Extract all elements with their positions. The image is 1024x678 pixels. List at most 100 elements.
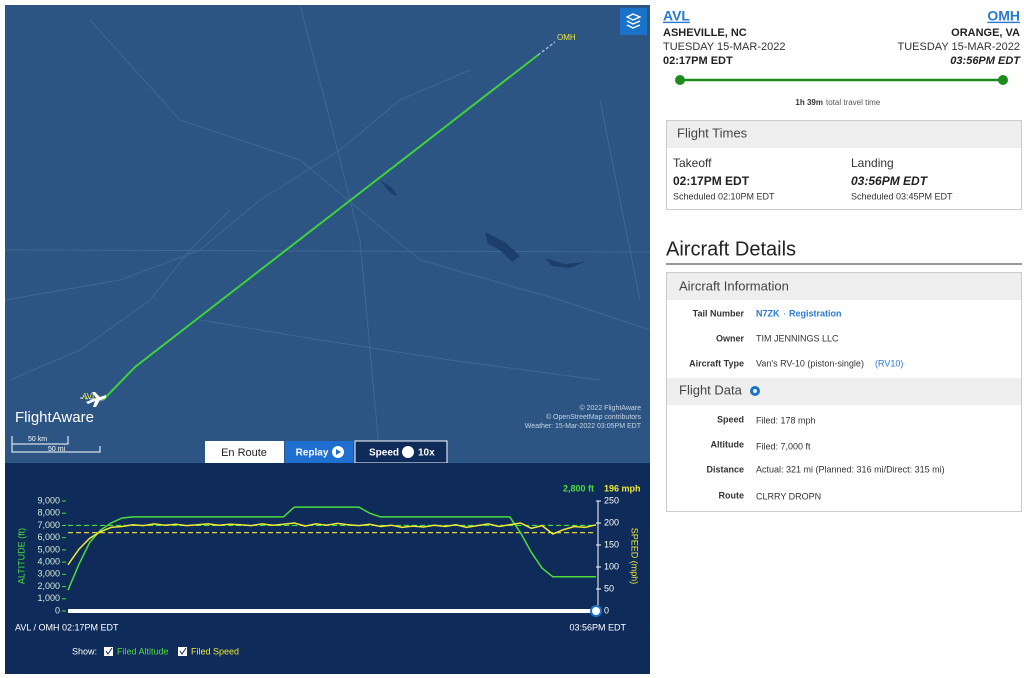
y-axis-title: ALTITUDE (ft) bbox=[16, 528, 26, 584]
map[interactable] bbox=[5, 5, 650, 463]
route: CLRRY DROPN bbox=[756, 491, 821, 501]
y2-axis-title: SPEED (mph) bbox=[630, 528, 640, 585]
tail-number[interactable]: N7ZK bbox=[756, 308, 780, 318]
y-tick-label: 2,000 bbox=[37, 581, 60, 591]
y2-tick-label: 200 bbox=[604, 517, 619, 527]
landing-time: 03:56PM EDT bbox=[851, 174, 929, 188]
current-altitude: 2,800 ft bbox=[563, 483, 594, 493]
y2-tick-label: 50 bbox=[604, 583, 614, 593]
check bbox=[105, 647, 113, 655]
flight-chart: 0 1,000 2,000 3,000 4,000 5,000 6,000 7,000 8,00… bbox=[37, 495, 619, 617]
distance: Actual: 321 mi (Planned: 316 mi/Direct: … bbox=[756, 464, 945, 474]
y-tick-label: 5,000 bbox=[37, 544, 60, 554]
section-title: Aircraft Information bbox=[679, 278, 789, 293]
registration-link[interactable]: Registration bbox=[789, 308, 842, 318]
duration-text: total travel time bbox=[826, 98, 881, 107]
landing-label: Landing bbox=[851, 156, 894, 170]
dest-map-label: OMH bbox=[557, 33, 576, 42]
lake bbox=[485, 232, 520, 262]
progress-dot bbox=[998, 75, 1008, 85]
tab-label: En Route bbox=[221, 447, 267, 459]
lake bbox=[380, 180, 398, 196]
section-title: Flight Data bbox=[679, 382, 743, 397]
row-label: Tail Number bbox=[693, 308, 745, 318]
chart-panel bbox=[5, 463, 650, 674]
altitude: Filed: 7,000 ft bbox=[756, 441, 811, 451]
origin-code[interactable]: AVL bbox=[663, 8, 690, 24]
attribution: © OpenStreetMap contributors bbox=[546, 413, 642, 421]
attribution: Weather: 15-Mar-2022 03:05PM EDT bbox=[525, 423, 642, 430]
remaining-path bbox=[537, 41, 556, 56]
end-label: 03:56PM EDT bbox=[569, 622, 626, 632]
row-label: Aircraft Type bbox=[689, 358, 744, 368]
row-label: Route bbox=[719, 490, 745, 500]
progress-end bbox=[590, 605, 602, 617]
y2-tick-label: 150 bbox=[604, 539, 619, 549]
tab-label: Speed bbox=[369, 448, 399, 459]
y-tick-label: 4,000 bbox=[37, 556, 60, 566]
lake bbox=[545, 258, 585, 268]
dest-time: 03:56PM EDT bbox=[950, 55, 1021, 67]
takeoff-label: Takeoff bbox=[673, 156, 712, 170]
play-icon bbox=[336, 449, 341, 455]
y-tick-label: 3,000 bbox=[37, 569, 60, 579]
y2-tick-label: 100 bbox=[604, 561, 619, 571]
tab-label: 10x bbox=[418, 448, 435, 459]
check bbox=[179, 647, 187, 655]
ff-icon bbox=[402, 446, 414, 458]
origin-time: 02:17PM EDT bbox=[663, 55, 733, 67]
section-title: Flight Times bbox=[677, 125, 748, 140]
y-tick-label: 8,000 bbox=[37, 508, 60, 518]
tab-label: Replay bbox=[296, 448, 329, 459]
y-tick-label: 6,000 bbox=[37, 532, 60, 542]
origin-map-label: AVL bbox=[82, 392, 97, 401]
section-header bbox=[667, 378, 1021, 405]
takeoff-time: 02:17PM EDT bbox=[673, 174, 750, 188]
checkbox[interactable] bbox=[178, 647, 187, 656]
takeoff-scheduled: Scheduled 02:10PM EDT bbox=[673, 191, 775, 201]
attribution: © 2022 FlightAware bbox=[580, 404, 642, 412]
origin-city: ASHEVILLE, NC bbox=[663, 27, 747, 39]
legend-altitude: Filed Altitude bbox=[117, 646, 169, 656]
series-line bbox=[67, 522, 597, 566]
separator: · bbox=[783, 308, 786, 318]
layers-button[interactable] bbox=[620, 8, 647, 35]
section-header bbox=[667, 121, 1021, 148]
series-line bbox=[67, 506, 596, 591]
y-tick-label: 1,000 bbox=[37, 593, 60, 603]
dest-city: ORANGE, VA bbox=[951, 27, 1020, 39]
duration: 1h 39m bbox=[795, 98, 823, 107]
row-label: Speed bbox=[717, 414, 744, 424]
section-heading: Aircraft Details bbox=[666, 238, 796, 260]
row-label: Distance bbox=[706, 464, 744, 474]
current-speed: 196 mph bbox=[604, 483, 641, 493]
show-label: Show: bbox=[72, 646, 97, 656]
row-label: Altitude bbox=[711, 439, 745, 449]
settings-icon bbox=[753, 389, 757, 393]
speed: Filed: 178 mph bbox=[756, 415, 816, 425]
scale-label: 50 mi bbox=[48, 446, 66, 453]
plane-icon bbox=[86, 392, 106, 407]
landing-scheduled: Scheduled 03:45PM EDT bbox=[851, 191, 953, 201]
dest-date: TUESDAY 15-MAR-2022 bbox=[898, 41, 1020, 53]
layers-icon bbox=[625, 13, 642, 29]
tab-en-route[interactable] bbox=[205, 441, 284, 463]
type-code-link[interactable]: (RV10) bbox=[875, 358, 903, 368]
taxi-path bbox=[79, 397, 104, 401]
start-label: AVL / OMH 02:17PM EDT bbox=[15, 622, 119, 632]
legend-speed: Filed Speed bbox=[191, 646, 239, 656]
y2-tick-label: 0 bbox=[604, 605, 609, 615]
aircraft-type: Van's RV-10 (piston-single) bbox=[756, 358, 864, 368]
scale-bar bbox=[11, 436, 101, 453]
dest-code[interactable]: OMH bbox=[987, 8, 1020, 24]
y2-tick-label: 250 bbox=[604, 495, 619, 505]
scale-label: 50 km bbox=[28, 436, 47, 443]
row-label: Owner bbox=[716, 333, 745, 343]
y-tick-label: 0 bbox=[55, 605, 60, 615]
progress-dot bbox=[675, 75, 685, 85]
flight-path bbox=[102, 54, 539, 401]
y-tick-label: 7,000 bbox=[37, 520, 60, 530]
checkbox[interactable] bbox=[104, 647, 113, 656]
origin-date: TUESDAY 15-MAR-2022 bbox=[663, 41, 785, 53]
